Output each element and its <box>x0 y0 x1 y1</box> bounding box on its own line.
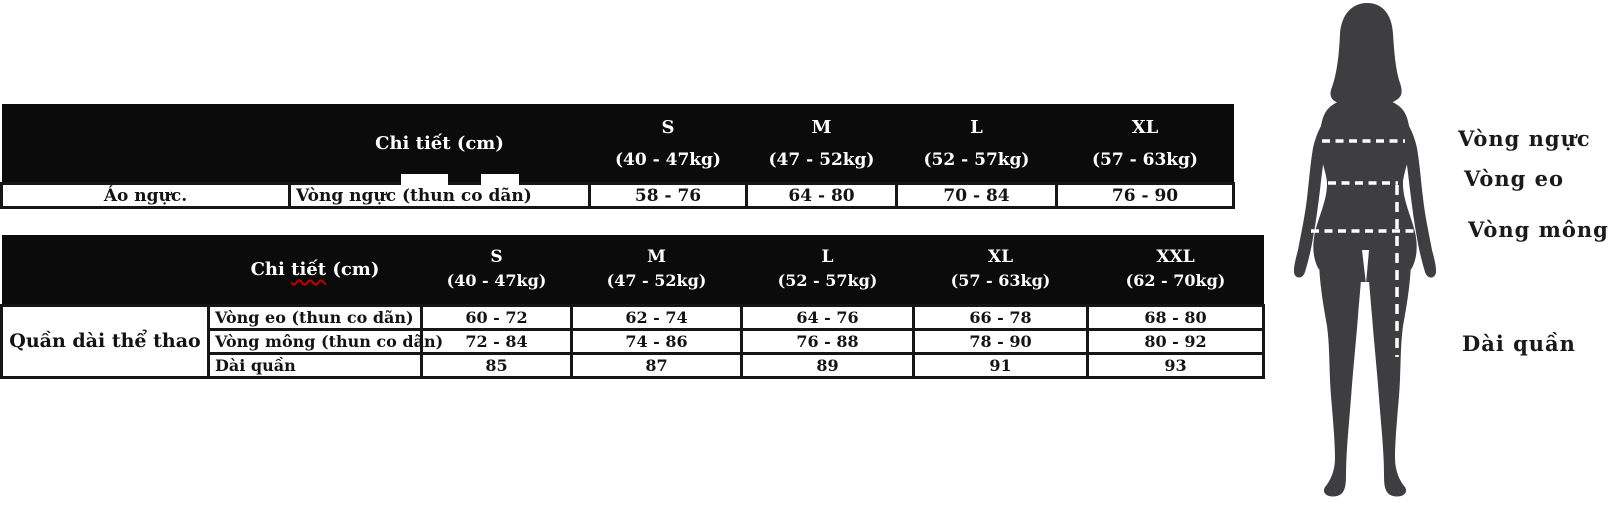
size-label: S <box>661 117 675 138</box>
detail-label-suffix: (cm) <box>326 258 380 280</box>
value-cell-xxl: 68 - 80 <box>1086 303 1265 331</box>
value-cell-m: 64 - 80 <box>745 182 898 209</box>
detail-label-prefix: Chi <box>250 258 292 280</box>
pants-table-row-length: Dài quần 85 87 89 91 93 <box>2 351 1265 379</box>
detail-label-misspelled: tiết <box>291 258 327 280</box>
value-cell-s: 72 - 84 <box>420 327 573 355</box>
bra-header-size-s: S (40 - 47kg) <box>589 104 747 184</box>
pants-table-row-hip: Vòng mông (thun co dãn) 72 - 84 74 - 86 … <box>2 327 1265 355</box>
size-label: S <box>490 247 503 268</box>
pants-table-row-waist: Quần dài thể thao Vòng eo (thun co dãn) … <box>0 303 1265 379</box>
whiteout-artifact <box>481 174 519 186</box>
crotch-notch <box>1362 250 1369 284</box>
measure-name-cell: Vòng ngực (thun co dãn) <box>288 182 591 209</box>
weight-range: (40 - 47kg) <box>446 271 547 291</box>
pants-header-size-xl: XL (57 - 63kg) <box>913 235 1088 305</box>
value-cell-xl: 78 - 90 <box>912 327 1089 355</box>
pants-length-label: Dài quần <box>1462 331 1576 356</box>
size-label: M <box>811 117 832 138</box>
weight-range: (57 - 63kg) <box>950 271 1051 291</box>
weight-range: (62 - 70kg) <box>1125 271 1226 291</box>
waist-label: Vòng eo <box>1464 166 1565 191</box>
bra-header-size-m: M (47 - 52kg) <box>746 104 897 184</box>
value-cell-s: 85 <box>420 351 573 379</box>
value-cell-m: 62 - 74 <box>570 303 743 331</box>
value-cell-l: 76 - 88 <box>740 327 915 355</box>
product-name-cell: Áo ngực. <box>0 182 291 209</box>
weight-range: (52 - 57kg) <box>923 150 1030 170</box>
value-cell-s: 60 - 72 <box>420 303 573 331</box>
value-cell-xl: 66 - 78 <box>912 303 1089 331</box>
pants-size-table: Chi tiết (cm) S (40 - 47kg) M (47 - 52kg… <box>0 235 1265 379</box>
bra-header-size-xl: XL (57 - 63kg) <box>1056 104 1234 184</box>
measure-name-cell: Vòng mông (thun co dãn) <box>207 327 443 355</box>
value-cell-s: 58 - 76 <box>588 182 748 209</box>
size-label: XL <box>1131 117 1159 138</box>
size-label: L <box>970 117 983 138</box>
size-label: M <box>647 247 666 268</box>
bra-header-size-l: L (52 - 57kg) <box>896 104 1057 184</box>
pants-header-size-m: M (47 - 52kg) <box>571 235 742 305</box>
bust-label: Vòng ngực <box>1458 126 1591 151</box>
weight-range: (57 - 63kg) <box>1092 150 1198 170</box>
pants-header-product-cell <box>1 235 209 305</box>
weight-range: (40 - 47kg) <box>615 150 721 170</box>
size-label: XXL <box>1156 247 1195 268</box>
measure-name-cell: Vòng eo (thun co dãn) <box>207 303 423 331</box>
bra-header-product-cell <box>1 104 290 184</box>
value-cell-l: 64 - 76 <box>740 303 915 331</box>
pants-header-size-xxl: XXL (62 - 70kg) <box>1087 235 1264 305</box>
female-silhouette-icon <box>1293 3 1437 497</box>
bra-header-detail-cell: Chi tiết (cm) <box>289 104 590 184</box>
hip-label: Vòng mông <box>1468 217 1609 242</box>
size-label: L <box>821 247 834 268</box>
measure-name-cell: Dài quần <box>207 351 423 379</box>
value-cell-m: 74 - 86 <box>570 327 743 355</box>
value-cell-xxl: 80 - 92 <box>1086 327 1265 355</box>
size-label: XL <box>987 247 1014 268</box>
value-cell-xxl: 93 <box>1086 351 1265 379</box>
whiteout-artifact <box>401 174 448 186</box>
value-cell-xl: 76 - 90 <box>1055 182 1235 209</box>
bra-table-header-row: Chi tiết (cm) S (40 - 47kg) M (47 - 52kg… <box>1 104 1234 184</box>
value-cell-xl: 91 <box>912 351 1089 379</box>
pants-header-detail-cell: Chi tiết (cm) <box>208 235 422 305</box>
pants-header-size-l: L (52 - 57kg) <box>741 235 914 305</box>
pants-header-size-s: S (40 - 47kg) <box>421 235 572 305</box>
body-measurement-diagram <box>1285 0 1445 500</box>
weight-range: (52 - 57kg) <box>777 271 878 291</box>
product-name-cell: Quần dài thể thao <box>0 303 210 379</box>
value-cell-m: 87 <box>570 351 743 379</box>
weight-range: (47 - 52kg) <box>768 150 875 170</box>
value-cell-l: 70 - 84 <box>895 182 1058 209</box>
pants-table-header-row: Chi tiết (cm) S (40 - 47kg) M (47 - 52kg… <box>1 235 1264 305</box>
bra-table-row: Áo ngực. Vòng ngực (thun co dãn) 58 - 76… <box>0 182 1235 209</box>
value-cell-l: 89 <box>740 351 915 379</box>
bra-size-table: Chi tiết (cm) S (40 - 47kg) M (47 - 52kg… <box>0 104 1235 209</box>
weight-range: (47 - 52kg) <box>606 271 707 291</box>
